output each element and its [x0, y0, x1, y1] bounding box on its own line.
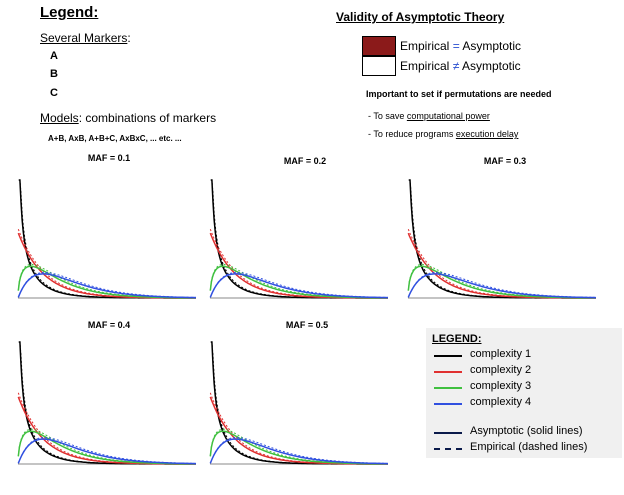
swatch-not-equal	[362, 56, 396, 76]
models-heading-text: Models	[40, 111, 79, 125]
curve-complexity-1-empirical	[18, 341, 196, 465]
models-example: A+B, AxB, A+B+C, AxBxC, ... etc. ...	[48, 134, 182, 143]
maf-panel-4	[17, 341, 196, 465]
curve-complexity-4-asymptotic	[407, 273, 596, 299]
swatch-equal-right: Asymptotic	[459, 39, 522, 53]
curve-complexity-3-asymptotic	[209, 430, 388, 465]
models-heading-suffix: : combinations of markers	[78, 111, 217, 125]
curve-complexity-2-asymptotic	[209, 232, 388, 299]
marker-c: C	[50, 87, 58, 99]
bullet-computational-prefix: - To save	[368, 111, 407, 121]
maf-title-5: MAF = 0.5	[285, 320, 329, 330]
swatch-not-equal-label: Empirical ≠ Asymptotic	[400, 59, 521, 73]
curve-complexity-4-empirical	[17, 437, 196, 464]
legend-line-complexity-2	[434, 371, 462, 373]
curve-complexity-1-asymptotic	[18, 179, 196, 299]
markers-heading-suffix: :	[127, 31, 131, 45]
bullet-execution-underlined: execution delay	[455, 129, 519, 139]
curve-complexity-4-empirical	[407, 271, 596, 298]
curve-complexity-2-asymptotic	[407, 232, 596, 299]
swatch-equal	[362, 36, 396, 56]
legend-box-heading: LEGEND:	[432, 333, 482, 345]
curve-complexity-3-empirical	[209, 428, 388, 465]
legend-label-complexity-1: complexity 1	[470, 348, 532, 360]
curve-complexity-2-empirical	[209, 392, 388, 465]
legend-label-complexity-2: complexity 2	[470, 364, 532, 376]
swatch-equal-left: Empirical	[400, 39, 453, 53]
important-note: Important to set if permutations are nee…	[366, 89, 552, 99]
curve-complexity-3-empirical	[17, 263, 197, 299]
markers-heading-text: Several Markers	[40, 31, 128, 45]
curve-complexity-1-empirical	[210, 341, 388, 465]
models-heading: Models: combinations of markers	[40, 111, 216, 125]
curve-complexity-1-asymptotic	[210, 179, 388, 299]
bullet-execution: - To reduce programs execution delay	[368, 129, 518, 139]
swatch-equal-op: =	[452, 39, 460, 53]
bullet-execution-prefix: - To reduce programs	[368, 129, 456, 139]
curve-complexity-3-asymptotic	[17, 430, 196, 465]
curve-complexity-1-asymptotic	[210, 341, 388, 465]
bullet-computational: - To save computational power	[368, 111, 490, 121]
curve-complexity-1-asymptotic	[408, 179, 596, 299]
markers-heading: Several Markers:	[40, 31, 131, 45]
legend-label-asymptotic: Asymptotic (solid lines)	[470, 425, 583, 437]
curve-complexity-1-asymptotic	[18, 341, 196, 465]
curve-complexity-1-empirical	[210, 179, 388, 299]
legend-line-complexity-3	[434, 387, 462, 389]
maf-panel-2	[209, 179, 389, 299]
marker-a: A	[50, 50, 58, 62]
legend-label-complexity-3: complexity 3	[470, 380, 532, 392]
swatch-not-equal-op: ≠	[452, 59, 460, 73]
legend-line-asymptotic	[434, 432, 462, 434]
curve-complexity-2-asymptotic	[17, 232, 196, 299]
maf-title-2: MAF = 0.2	[283, 156, 327, 166]
maf-title-4: MAF = 0.4	[87, 320, 131, 330]
legend-line-complexity-4	[434, 403, 462, 405]
legend-title: Legend:	[40, 4, 99, 21]
marker-b: B	[50, 68, 58, 80]
curve-complexity-2-empirical	[17, 392, 196, 465]
curve-complexity-2-empirical	[209, 229, 388, 299]
curve-complexity-4-asymptotic	[17, 273, 196, 299]
legend-box	[426, 328, 622, 458]
maf-panel-3	[407, 179, 597, 299]
swatch-equal-label: Empirical = Asymptotic	[400, 39, 521, 53]
curve-complexity-2-asymptotic	[209, 396, 388, 465]
bullet-computational-underlined: computational power	[406, 111, 490, 121]
curve-complexity-3-empirical	[209, 263, 389, 299]
curve-complexity-4-empirical	[209, 437, 388, 464]
swatch-not-equal-right: Asymptotic	[459, 59, 521, 73]
curve-complexity-4-asymptotic	[209, 273, 388, 299]
curve-complexity-3-empirical	[17, 428, 196, 465]
curve-complexity-1-empirical	[408, 179, 596, 299]
legend-label-complexity-4: complexity 4	[470, 396, 532, 408]
curve-complexity-1-empirical	[18, 179, 196, 299]
maf-panel-5	[209, 341, 388, 465]
legend-line-complexity-1	[434, 355, 462, 357]
curve-complexity-2-empirical	[407, 229, 596, 299]
curve-complexity-2-empirical	[17, 229, 196, 299]
maf-title-1: MAF = 0.1	[87, 153, 131, 163]
maf-panel-1	[17, 179, 197, 299]
legend-label-empirical: Empirical (dashed lines)	[470, 441, 588, 453]
legend-line-empirical	[434, 448, 462, 450]
validity-title: Validity of Asymptotic Theory	[336, 10, 505, 24]
curve-complexity-3-empirical	[407, 263, 597, 299]
swatch-not-equal-left: Empirical	[400, 59, 453, 73]
curve-complexity-2-asymptotic	[17, 396, 196, 465]
maf-title-3: MAF = 0.3	[483, 156, 527, 166]
